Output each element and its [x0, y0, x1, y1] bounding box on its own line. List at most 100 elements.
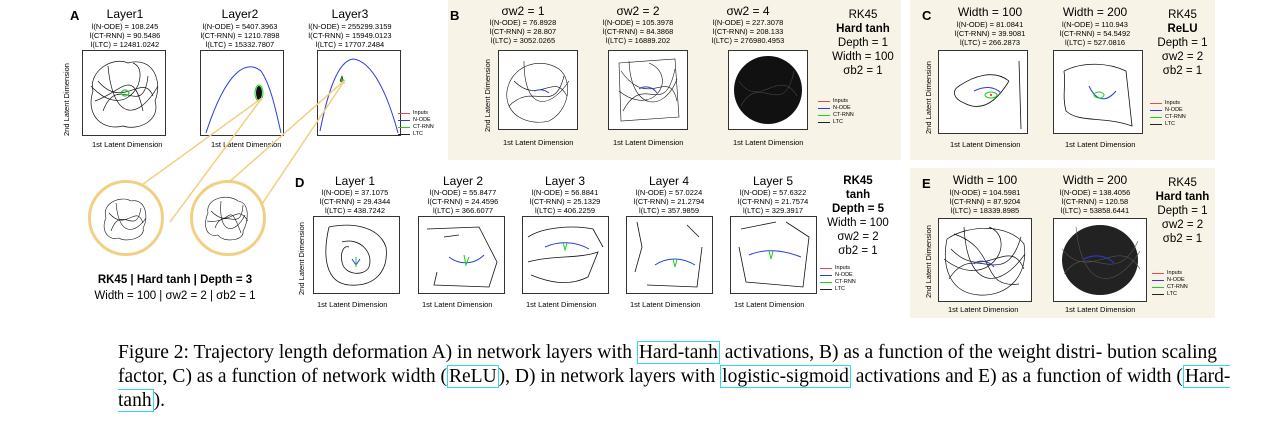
panel-e-legend: Inputs N-ODE CT-RNN LTC — [1152, 270, 1188, 298]
panel-a-xlabel-2: 1st Latent Dimension — [211, 140, 282, 149]
panel-e: E Width = 100 l(N-ODE) = 104.5981 l(CT-RN… — [910, 168, 1215, 318]
panel-b-plot-3 — [728, 50, 808, 130]
panel-d-ylabel: 2nd Latent Dimension — [297, 222, 306, 295]
panel-c-stats-2: l(N-ODE) = 110.943 l(CT-RNN) = 54.5492 l(L… — [1059, 20, 1131, 47]
panel-b-title-3: σw2 = 4 — [726, 4, 770, 18]
panel-d-stats-5: l(N-ODE) = 57.6322 l(CT-RNN) = 21.7574 l(L… — [737, 188, 809, 215]
panel-c-title-2: Width = 200 — [1062, 5, 1128, 19]
zoom-circle-layer3 — [190, 180, 266, 256]
panel-d-params: RK45 tanh Depth = 5 Width = 100 σw2 = 2 … — [827, 175, 889, 257]
caption-link-hard-tanh[interactable]: Hard-tanh — [636, 341, 720, 364]
panel-b-xlabel-1: 1st Latent Dimension — [503, 138, 574, 147]
figure-caption: Figure 2: Trajectory length deformation … — [118, 341, 1268, 413]
panel-e-params: RK45 Hard tanh Depth = 1 σw2 = 2 σb2 = 1 — [1155, 177, 1210, 245]
zoom-connector-lines — [134, 79, 346, 223]
panel-c-xlabel-1: 1st Latent Dimension — [950, 140, 1021, 149]
panel-a-legend: Inputs N-ODE CT-RNN LTC — [398, 110, 434, 138]
caption-text-4: activations and E) as a function of widt… — [850, 366, 1183, 387]
panel-b-plot-2 — [608, 50, 688, 130]
panel-c-plot-1 — [938, 50, 1028, 134]
panel-b-stats-2: l(N-ODE) = 105.3978 l(CT-RNN) = 84.3868 l(… — [602, 18, 674, 45]
legend-inputs: Inputs — [398, 110, 434, 117]
panel-a-xlabel-1: 1st Latent Dimension — [92, 140, 163, 149]
trajectory-plot — [738, 221, 810, 288]
panel-a-title-2: Layer2 — [221, 7, 259, 21]
panel-d-xlabel-4: 1st Latent Dimension — [630, 300, 701, 309]
caption-text-2: activations, B) as a function of the wei… — [118, 342, 1218, 387]
panel-d-xlabel-1: 1st Latent Dimension — [317, 300, 388, 309]
caption-link-logistic-sigmoid[interactable]: logistic-sigmoid — [720, 365, 851, 388]
trajectory-plot — [618, 58, 680, 122]
panel-a-footer-1: RK45 | Hard tanh | Depth = 3 — [97, 274, 253, 286]
panel-d-title-1: Layer 1 — [334, 174, 376, 188]
panel-a-stats-1: l(N-ODE) = 108.245 l(CT-RNN) = 90.5486 l(L… — [89, 22, 161, 49]
trajectory-plot — [506, 60, 570, 123]
panel-b-plot-1 — [498, 50, 578, 130]
panel-d-xlabel-2: 1st Latent Dimension — [422, 300, 493, 309]
panel-e-ylabel: 2nd Latent Dimension — [924, 225, 933, 298]
caption-text-5: ). — [153, 390, 165, 411]
legend-ltc: LTC — [398, 131, 434, 138]
panel-b-title-1: σw2 = 1 — [501, 4, 545, 18]
panel-d-xlabel-5: 1st Latent Dimension — [734, 300, 805, 309]
panel-e-title-1: Width = 100 — [952, 173, 1018, 187]
panel-a-stats-2: l(N-ODE) = 5407.3963 l(CT-RNN) = 1210.789… — [200, 22, 280, 49]
panel-a-footer-2: Width = 100 | σw2 = 2 | σb2 = 1 — [94, 290, 256, 302]
panel-c-params: RK45 ReLU Depth = 1 σw2 = 2 σb2 = 1 — [1157, 9, 1208, 77]
panel-b-label: B — [450, 8, 460, 23]
panel-d-plot-5 — [730, 216, 817, 294]
panel-a-title-3: Layer3 — [331, 7, 369, 21]
panel-d-plot-4 — [626, 216, 713, 294]
panel-d-label: D — [295, 175, 305, 190]
panel-d-stats-4: l(N-ODE) = 57.0224 l(CT-RNN) = 21.2794 l(L… — [633, 188, 705, 215]
trajectory-plot — [943, 226, 1026, 296]
trajectory-plot — [734, 56, 802, 124]
caption-link-relu[interactable]: ReLU — [447, 365, 499, 388]
panel-b: B σw2 = 1 l(N-ODE) = 76.8928 l(CT-RNN) = … — [448, 0, 901, 160]
panel-c: C Width = 100 l(N-ODE) = 81.0841 l(CT-RNN… — [910, 0, 1215, 160]
panel-d: D Layer 1 l(N-ODE) = 37.1075 l(CT-RNN) = … — [285, 170, 900, 320]
panel-a-label: A — [70, 8, 80, 23]
panel-e-stats-2: l(N-ODE) = 138.4056 l(CT-RNN) = 120.58 l(L… — [1059, 188, 1131, 215]
panel-d-plot-2 — [418, 216, 505, 294]
legend-ctrnn: CT-RNN — [398, 124, 434, 131]
trajectory-plot — [426, 226, 498, 288]
panel-c-ylabel: 2nd Latent Dimension — [924, 61, 933, 134]
panel-e-stats-1: l(N-ODE) = 104.5981 l(CT-RNN) = 87.9204 l(… — [949, 188, 1021, 215]
panel-c-label: C — [922, 8, 932, 23]
trajectory-plot — [954, 60, 1022, 130]
panel-b-title-2: σw2 = 2 — [616, 4, 660, 18]
panel-d-plot-1 — [313, 216, 400, 294]
panel-a-stats-3: l(N-ODE) = 255299.3159 l(CT-RNN) = 15949.… — [308, 22, 392, 49]
caption-link-hard-tanh-2[interactable]: Hard-tanh — [118, 365, 1231, 412]
panel-e-xlabel-1: 1st Latent Dimension — [948, 305, 1019, 314]
panel-d-stats-3: l(N-ODE) = 56.8841 l(CT-RNN) = 25.1329 l(L… — [529, 188, 601, 215]
panel-b-legend: Inputs N-ODE CT-RNN LTC — [818, 98, 854, 126]
panel-e-xlabel-2: 1st Latent Dimension — [1065, 305, 1136, 314]
panel-b-ylabel: 2nd Latent Dimension — [483, 59, 492, 132]
zoom-circle-layer2 — [88, 180, 164, 256]
trajectory-plot — [527, 226, 604, 284]
legend-node: N-ODE — [398, 117, 434, 124]
panel-d-legend: Inputs N-ODE CT-RNN LTC — [820, 265, 856, 293]
zoom-trajectory — [205, 197, 249, 241]
panel-e-title-2: Width = 200 — [1062, 173, 1128, 187]
panel-e-plot-2 — [1053, 218, 1147, 302]
panel-d-stats-1: l(N-ODE) = 37.1075 l(CT-RNN) = 29.4344 l(L… — [319, 188, 391, 215]
caption-text-1: Figure 2: Trajectory length deformation … — [118, 342, 637, 363]
panel-c-title-1: Width = 100 — [957, 5, 1023, 19]
trajectory-plot — [325, 224, 387, 286]
panel-b-xlabel-2: 1st Latent Dimension — [613, 138, 684, 147]
panel-d-xlabel-3: 1st Latent Dimension — [526, 300, 597, 309]
panel-d-plot-3 — [522, 216, 609, 294]
panel-a: A Layer1 l(N-ODE) = 108.245 l(CT-RNN) = 9… — [0, 0, 290, 315]
panel-a-title-1: Layer1 — [106, 7, 144, 21]
panel-d-stats-2: l(N-ODE) = 55.8477 l(CT-RNN) = 24.4596 l(L… — [427, 188, 499, 215]
panel-d-title-4: Layer 4 — [648, 174, 690, 188]
panel-e-label: E — [922, 176, 931, 191]
panel-e-plot-1 — [938, 218, 1032, 302]
trajectory-plot — [1063, 63, 1133, 127]
panel-c-plot-2 — [1053, 50, 1143, 134]
panel-b-xlabel-3: 1st Latent Dimension — [733, 138, 804, 147]
panel-a-plot-1 — [82, 50, 166, 136]
